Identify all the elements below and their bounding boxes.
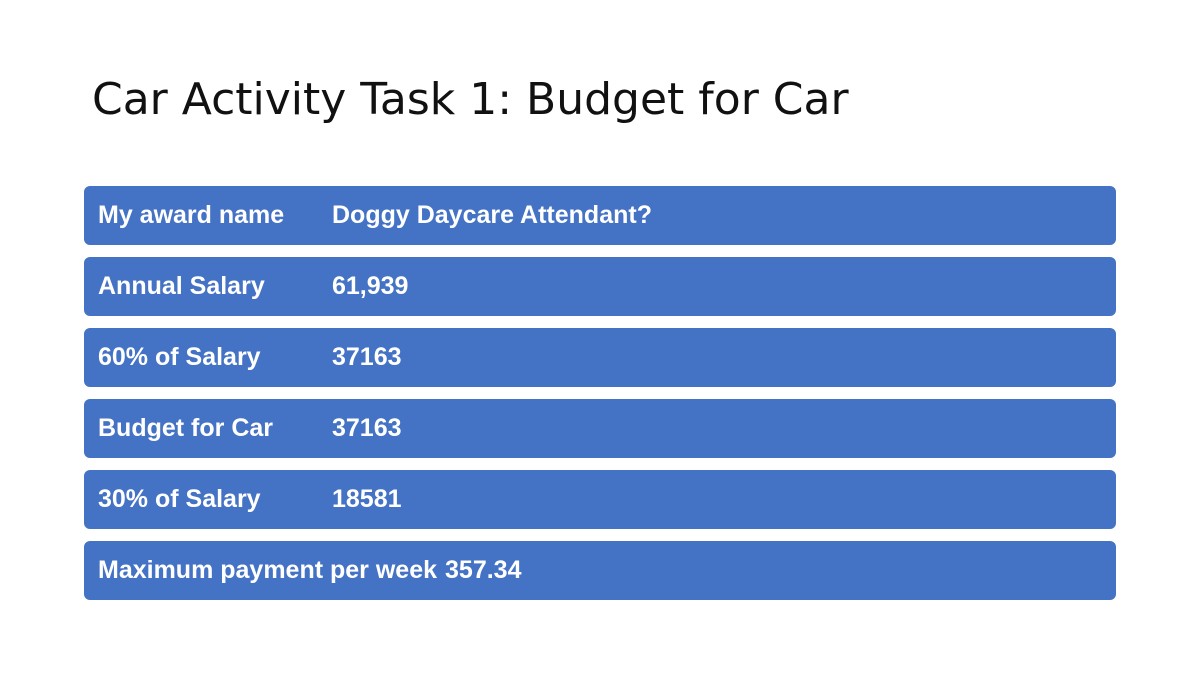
row-value: 37163 xyxy=(332,343,402,371)
row-label: Maximum payment per week xyxy=(98,556,438,584)
slide-title: Car Activity Task 1: Budget for Car xyxy=(92,74,849,125)
row-value: Doggy Daycare Attendant? xyxy=(332,201,652,229)
table-row-30-percent-salary: 30% of Salary 18581 xyxy=(84,470,1116,529)
row-label: My award name xyxy=(98,201,285,229)
table-row-max-weekly-payment: Maximum payment per week 357.34 xyxy=(84,541,1116,600)
row-label: Budget for Car xyxy=(98,414,273,442)
row-label: 30% of Salary xyxy=(98,485,261,513)
row-value: 357.34 xyxy=(445,556,522,584)
row-value: 37163 xyxy=(332,414,402,442)
row-label: Annual Salary xyxy=(98,272,265,300)
table-row-budget-for-car: Budget for Car 37163 xyxy=(84,399,1116,458)
table-row-60-percent-salary: 60% of Salary 37163 xyxy=(84,328,1116,387)
row-label: 60% of Salary xyxy=(98,343,261,371)
table-row-annual-salary: Annual Salary 61,939 xyxy=(84,257,1116,316)
row-value: 18581 xyxy=(332,485,402,513)
row-value: 61,939 xyxy=(332,272,409,300)
budget-table: My award name Doggy Daycare Attendant? A… xyxy=(84,186,1116,600)
table-row-award-name: My award name Doggy Daycare Attendant? xyxy=(84,186,1116,245)
